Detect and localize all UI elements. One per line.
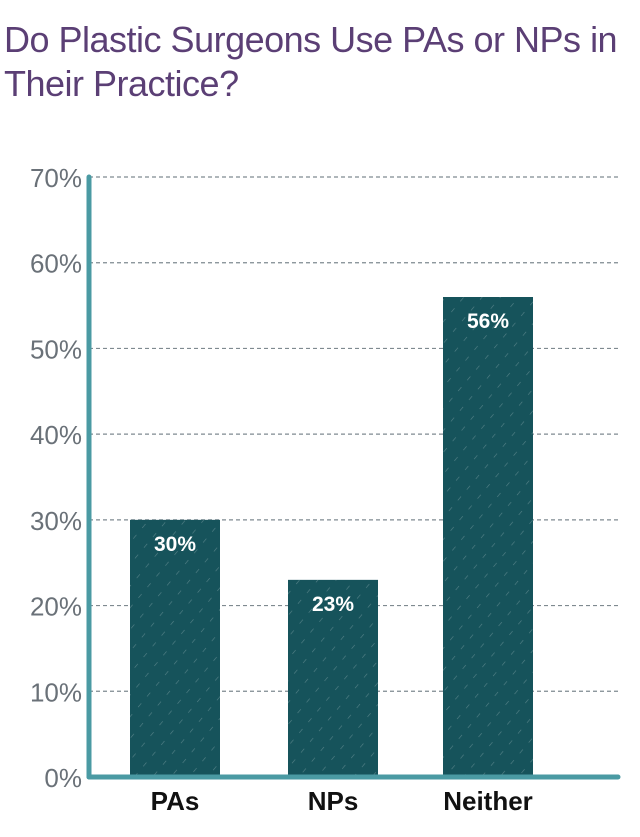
y-tick-label: 10%: [30, 677, 82, 707]
y-tick-label: 70%: [30, 163, 82, 193]
y-tick-label: 30%: [30, 506, 82, 536]
x-category-label: Neither: [443, 786, 533, 816]
chart-title: Do Plastic Surgeons Use PAs or NPs in Th…: [4, 19, 618, 104]
x-category-label: NPs: [308, 786, 359, 816]
bars: [130, 297, 533, 777]
y-tick-label: 40%: [30, 420, 82, 450]
bar-texture: [288, 579, 378, 777]
y-tick-label: 20%: [30, 592, 82, 622]
data-label: 30%: [154, 533, 196, 556]
data-labels: 30% 23% 56%: [154, 310, 509, 616]
data-label: 56%: [467, 310, 509, 333]
x-category-label: PAs: [151, 786, 200, 816]
bar-texture: [443, 297, 533, 777]
data-label: 23%: [312, 593, 354, 616]
y-tick-label: 60%: [30, 249, 82, 279]
axes: [86, 174, 621, 780]
y-tick-label: 0%: [44, 763, 82, 793]
y-axis-tick-labels: 0% 10% 20% 30% 40% 50% 60% 70%: [30, 163, 82, 793]
x-axis-category-labels: PAs NPs Neither: [151, 786, 533, 816]
y-tick-label: 50%: [30, 334, 82, 364]
bar-texture: [130, 519, 220, 777]
